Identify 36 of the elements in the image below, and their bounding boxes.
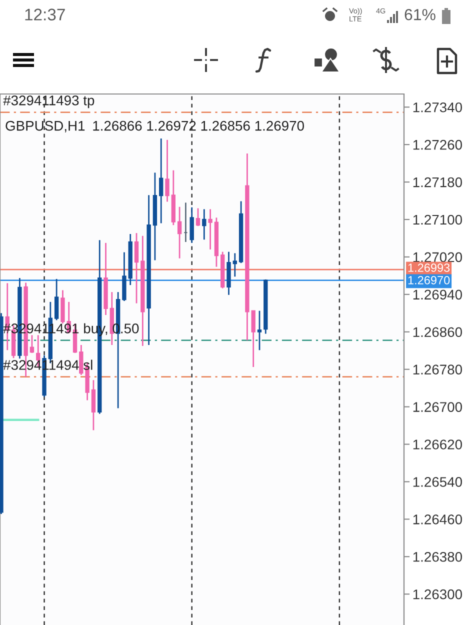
candlestick [122,252,126,302]
candlestick [232,252,237,278]
y-tick-label: 1.26540 [413,477,462,487]
candlestick [177,206,182,260]
y-tick-label: 1.26700 [413,402,462,412]
candlestick [54,278,59,321]
text: 1.26866 1.26972 1.26856 1.26970 [93,120,304,131]
candlestick [208,208,212,250]
y-tick-label: 1.27340 [413,102,462,112]
ref-line-label: 1.26970 [408,276,450,284]
y-tick-label: 1.27100 [413,214,462,225]
candlestick [202,208,206,240]
candlestick [251,310,256,368]
text: 12:37 [25,8,65,20]
y-tick-label: 1.27260 [413,140,462,150]
y-tick-label: 1.26300 [413,589,462,600]
y-tick-label: 1.26780 [413,364,462,375]
candlestick [30,334,34,354]
y-tick-label: 1.26940 [413,290,462,300]
text: 61% [404,8,436,20]
text: GBPUSD,H1 [6,120,85,132]
candlestick [91,379,96,431]
candlestick [257,310,262,351]
candlestick [134,232,139,304]
y-tick-label: 1.26860 [413,327,462,338]
candlestick [159,138,164,224]
y-tick-label: 1.26380 [413,552,462,562]
y-tick-label: 1.26620 [413,440,462,450]
candlestick [60,290,65,324]
candlestick [165,139,170,202]
ref-line-label: 1.26993 [408,264,450,272]
candlestick [196,208,200,227]
y-tick-label: 1.26460 [413,514,462,524]
ref-line-label: #329411493 tp [3,96,94,108]
y-tick-label: 1.27020 [413,252,462,262]
y-tick-label: 1.27180 [413,177,462,188]
